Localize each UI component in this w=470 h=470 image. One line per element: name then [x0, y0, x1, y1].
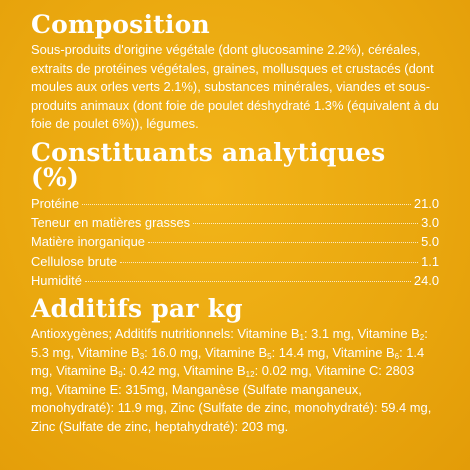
constituant-row: Humidité 24.0	[31, 271, 439, 290]
additifs-rest: Vitamine C: 2803 mg, Vitamine E: 315mg, …	[31, 363, 432, 434]
constituant-value: 5.0	[421, 234, 439, 250]
dot-leader	[147, 242, 419, 244]
vitamin-entry: Vitamine B3: 16.0 mg,	[77, 344, 206, 361]
constituant-label: Cellulose brute	[31, 253, 117, 269]
vitamin-entry: Vitamine B6: 1.4 mg,	[31, 344, 425, 379]
vitamin-entry: Vitamine B9: 0.42 mg,	[56, 363, 184, 380]
vitamin-entry: Vitamine B5: 14.4 mg,	[205, 344, 333, 361]
constituant-row: Teneur en matières grasses 3.0	[31, 213, 439, 232]
dot-leader	[120, 261, 419, 263]
constituant-value: 24.0	[413, 272, 439, 288]
constituant-row: Cellulose brute 1.1	[31, 252, 439, 271]
constituant-label: Humidité	[31, 272, 82, 288]
vitamin-entry: Vitamine B12: 0.02 mg,	[183, 363, 316, 380]
constituant-value: 21.0	[413, 195, 439, 211]
constituant-value: 1.1	[421, 253, 439, 269]
constituant-label: Protéine	[31, 195, 80, 211]
constituants-heading: Constituants analytiques (%)	[31, 137, 386, 192]
additifs-intro: Antioxygènes; Additifs nutritionnels:	[31, 325, 238, 341]
constituants-table: Protéine 21.0 Teneur en matières grasses…	[31, 194, 439, 290]
constituant-row: Protéine 21.0	[31, 194, 439, 213]
constituant-label: Matière inorganique	[31, 234, 145, 250]
additifs-text: Antioxygènes; Additifs nutritionnels: Vi…	[31, 325, 439, 437]
composition-heading: Composition	[31, 10, 210, 39]
vitamin-entry: Vitamine B2: 5.3 mg,	[31, 325, 428, 360]
additifs-heading: Additifs par kg	[31, 293, 243, 323]
dot-leader	[84, 280, 411, 282]
constituant-row: Matière inorganique 5.0	[31, 232, 439, 251]
dot-leader	[82, 203, 411, 205]
constituant-label: Teneur en matières grasses	[31, 215, 191, 231]
dot-leader	[193, 223, 419, 225]
composition-text: Sous-produits d'origine végétale (dont g…	[31, 42, 439, 132]
constituant-value: 3.0	[421, 215, 439, 231]
vitamin-entry: Vitamine B1: 3.1 mg,	[237, 325, 358, 342]
